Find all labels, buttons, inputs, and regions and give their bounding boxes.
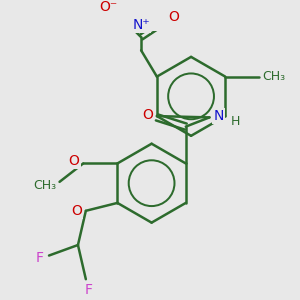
Text: O: O xyxy=(169,11,179,24)
Text: H: H xyxy=(231,115,241,128)
Text: O: O xyxy=(69,154,80,168)
Text: O: O xyxy=(71,204,82,218)
Text: O: O xyxy=(142,108,153,122)
Text: F: F xyxy=(36,251,44,265)
Text: N: N xyxy=(214,109,224,123)
Text: CH₃: CH₃ xyxy=(262,70,286,83)
Text: O⁻: O⁻ xyxy=(99,0,117,14)
Text: F: F xyxy=(85,283,92,297)
Text: CH₃: CH₃ xyxy=(34,179,57,192)
Text: N⁺: N⁺ xyxy=(132,18,150,32)
